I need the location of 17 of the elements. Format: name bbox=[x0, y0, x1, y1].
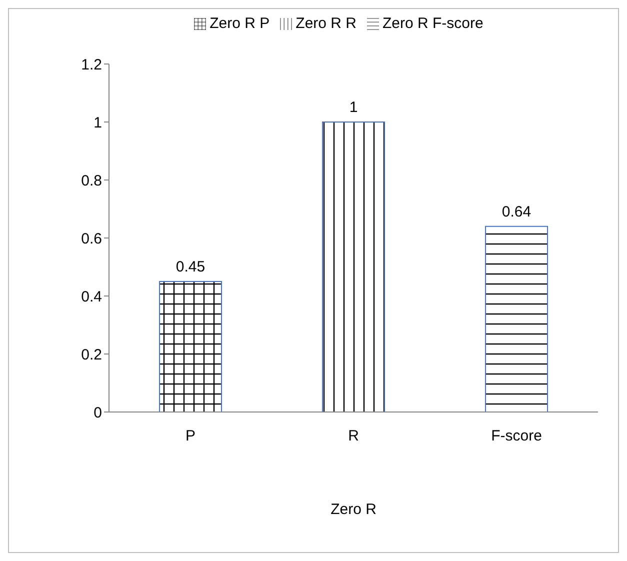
y-tick-label: 1.2 bbox=[81, 56, 102, 74]
y-tick-label: 0.2 bbox=[81, 346, 102, 364]
data-label: 0.64 bbox=[502, 203, 532, 220]
legend-label: Zero R P bbox=[210, 15, 270, 32]
y-tick-label: 0.4 bbox=[81, 288, 102, 306]
x-tick-label: R bbox=[348, 428, 360, 445]
y-tick-label: 0.8 bbox=[81, 172, 102, 190]
x-tick-label: P bbox=[185, 428, 196, 445]
x-axis-title: Zero R bbox=[330, 501, 377, 518]
y-tick-label: 0.6 bbox=[81, 230, 102, 248]
data-label: 0.45 bbox=[176, 258, 206, 276]
legend-label: Zero R F-score bbox=[382, 15, 484, 32]
data-label: 1 bbox=[349, 99, 358, 116]
legend-label: Zero R R bbox=[296, 15, 356, 32]
x-tick-label: F-score bbox=[491, 428, 542, 445]
y-tick-label: 0 bbox=[94, 404, 102, 422]
y-tick-label: 1 bbox=[94, 114, 102, 132]
